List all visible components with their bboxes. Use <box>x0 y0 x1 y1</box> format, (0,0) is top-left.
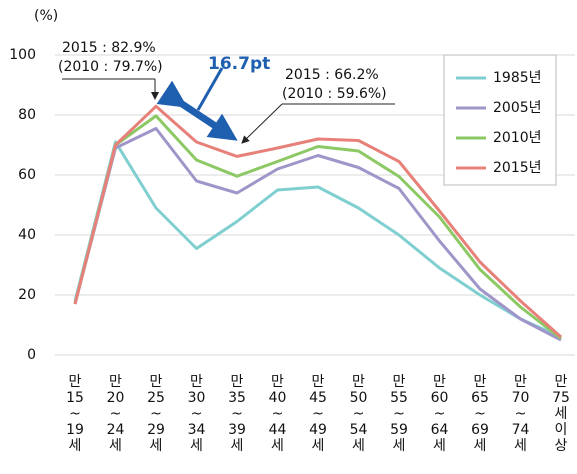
x-tick-label: 세 <box>312 438 325 454</box>
x-tick-label: ~ <box>110 406 122 422</box>
x-tick-label: 64 <box>431 422 449 438</box>
x-tick-label: ~ <box>150 406 162 422</box>
x-tick-label: 30 <box>188 390 206 406</box>
gap-arrow <box>156 80 238 141</box>
x-tick-label: 만 <box>231 374 244 390</box>
x-tick-label: 세 <box>352 438 365 454</box>
x-tick-label: 만 <box>514 374 527 390</box>
series-line <box>73 127 562 342</box>
x-tick-label: 만 <box>69 374 82 390</box>
y-tick-label: 40 <box>18 227 36 243</box>
x-tick-label: 54 <box>350 422 368 438</box>
x-tick-label: 만 <box>433 374 446 390</box>
x-tick-label: ~ <box>434 406 446 422</box>
x-tick-label: 59 <box>390 422 408 438</box>
x-tick-label: 세 <box>555 406 568 422</box>
x-tick-label: 25 <box>147 390 165 406</box>
x-tick-label: 만 <box>352 374 365 390</box>
x-tick-label: ~ <box>69 406 81 422</box>
x-tick-label: 세 <box>474 438 487 454</box>
x-tick-label: 24 <box>107 422 125 438</box>
legend-label: 2005년 <box>493 100 542 116</box>
legend-label: 1985년 <box>493 70 542 86</box>
x-tick-label: ~ <box>353 406 365 422</box>
x-tick-label: ~ <box>312 406 324 422</box>
y-tick-label: 0 <box>27 347 36 363</box>
plot-area <box>55 54 575 356</box>
x-tick-label: 20 <box>107 390 125 406</box>
x-tick-label: 74 <box>512 422 530 438</box>
y-tick-label: 60 <box>18 167 36 183</box>
legend-box <box>443 54 557 186</box>
y-tick-label: 20 <box>18 287 36 303</box>
leader-arrow <box>241 103 283 144</box>
legend-label: 2015년 <box>493 160 542 176</box>
x-tick-label: 세 <box>190 438 203 454</box>
x-tick-label: 세 <box>393 438 406 454</box>
x-tick-label: 70 <box>512 390 530 406</box>
x-tick-label: 세 <box>69 438 82 454</box>
annotation: (2010 : 79.7%) <box>58 59 163 75</box>
x-tick-label: 40 <box>269 390 287 406</box>
x-tick-label: 49 <box>309 422 327 438</box>
x-tick-label: 세 <box>271 438 284 454</box>
series-line <box>73 104 562 339</box>
x-tick-label: ~ <box>515 406 527 422</box>
x-tick-label: 19 <box>66 422 84 438</box>
x-tick-label: 이 <box>555 422 568 438</box>
x-tick-label: 34 <box>188 422 206 438</box>
x-tick-label: 69 <box>471 422 489 438</box>
x-tick-label: 세 <box>109 438 122 454</box>
annotation: 2015 : 66.2% <box>285 67 379 83</box>
x-tick-label: ~ <box>474 406 486 422</box>
x-tick-label: 만 <box>555 374 568 390</box>
x-tick-label: ~ <box>191 406 203 422</box>
x-tick-label: 만 <box>474 374 487 390</box>
x-tick-label: 45 <box>309 390 327 406</box>
legend-label: 2010년 <box>493 130 542 146</box>
series-line <box>73 140 562 339</box>
annotation: (2010 : 59.6%) <box>282 86 387 102</box>
x-tick-label: 15 <box>66 390 84 406</box>
x-tick-label: 세 <box>433 438 446 454</box>
x-tick-label: 29 <box>147 422 165 438</box>
x-tick-label: 상 <box>555 438 568 454</box>
series-line <box>73 114 562 340</box>
x-tick-label: ~ <box>231 406 243 422</box>
x-tick-label: ~ <box>393 406 405 422</box>
x-tick-label: 60 <box>431 390 449 406</box>
gap-pointer <box>196 67 224 111</box>
x-tick-label: 35 <box>228 390 246 406</box>
x-tick-label: 44 <box>269 422 287 438</box>
x-tick-label: 65 <box>471 390 489 406</box>
x-tick-label: 만 <box>150 374 163 390</box>
x-tick-label: ~ <box>272 406 284 422</box>
x-tick-label: 만 <box>312 374 325 390</box>
x-tick-label: 39 <box>228 422 246 438</box>
y-tick-label: 100 <box>9 47 36 63</box>
x-tick-label: 세 <box>514 438 527 454</box>
x-tick-label: 세 <box>231 438 244 454</box>
x-tick-label: 55 <box>390 390 408 406</box>
y-tick-label: 80 <box>18 107 36 123</box>
x-tick-label: 50 <box>350 390 368 406</box>
x-tick-label: 만 <box>190 374 203 390</box>
annotation: 16.7pt <box>208 54 270 74</box>
x-tick-label: 만 <box>393 374 406 390</box>
x-tick-label: 만 <box>109 374 122 390</box>
y-unit: (%) <box>34 8 58 24</box>
x-tick-label: 세 <box>150 438 163 454</box>
annotation: 2015 : 82.9% <box>62 40 156 56</box>
x-tick-label: 75 <box>552 390 570 406</box>
x-tick-label: 만 <box>271 374 284 390</box>
